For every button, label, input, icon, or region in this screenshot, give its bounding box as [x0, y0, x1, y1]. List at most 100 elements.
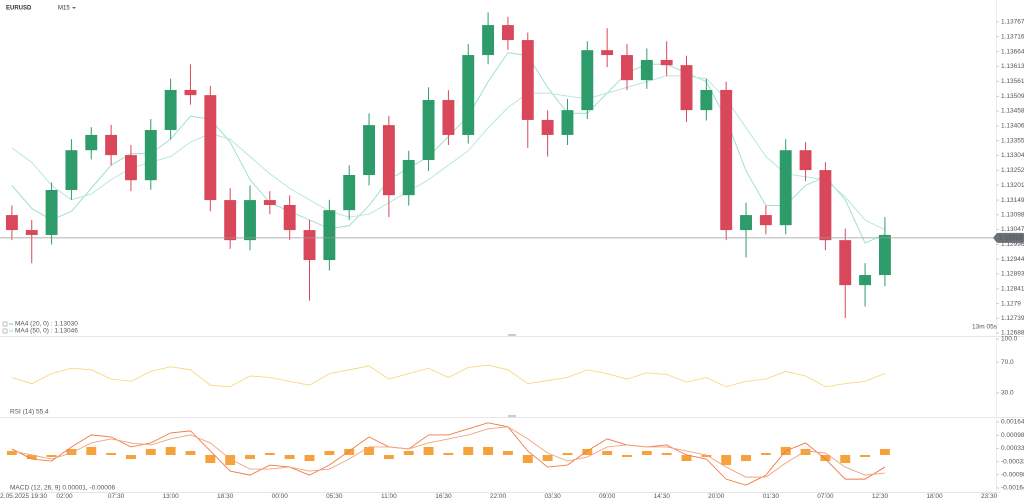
panel-resize-handle[interactable]	[508, 415, 516, 417]
y-tick-label: 1.12893	[1001, 271, 1024, 278]
candle-body	[819, 170, 832, 241]
macd-histogram-bar	[185, 450, 196, 455]
moving-average-line	[11, 75, 886, 231]
macd-histogram-bar	[860, 454, 871, 458]
y-tick-label: 1.13458	[1001, 108, 1024, 115]
y-tick-label: 70.0	[1001, 359, 1014, 366]
macd-histogram-bar	[86, 446, 97, 455]
legend-icon[interactable]	[2, 321, 8, 327]
candle-body	[482, 25, 495, 56]
macd-histogram-bar	[741, 454, 751, 462]
macd-histogram-bar	[26, 454, 37, 460]
candle-body	[541, 119, 554, 135]
macd-histogram-bar	[423, 446, 434, 455]
candle-body	[501, 25, 514, 41]
indicator-legend[interactable]: RSI (14) 55.4	[10, 409, 49, 416]
candle-body	[462, 55, 475, 135]
y-tick-label: 1.13767	[1001, 19, 1024, 26]
current-price-box	[997, 232, 1024, 243]
macd-histogram-bar	[264, 452, 275, 455]
y-tick-label: 1.1279	[1001, 300, 1021, 307]
candle-body	[323, 210, 336, 261]
candle-body	[402, 160, 415, 196]
symbol[interactable]: EURUSD	[6, 6, 32, 12]
candle-body	[45, 189, 58, 235]
candle-body	[244, 200, 256, 241]
x-tick-label: 11:00	[381, 493, 397, 500]
y-tick-label: 1.12996	[1001, 241, 1024, 248]
y-tick-label: 1.13149	[1001, 197, 1024, 204]
y-tick-label: 0.00164	[1001, 419, 1024, 426]
current-price-label: 1.13018	[999, 235, 1023, 242]
macd-histogram-bar	[562, 452, 573, 455]
timeframe[interactable]: M15	[58, 6, 70, 12]
macd-line	[11, 426, 885, 478]
x-tick-label: 02.05.2025 19:30	[0, 493, 48, 500]
macd-histogram-bar	[542, 454, 553, 462]
macd-histogram-bar	[602, 450, 613, 455]
y-tick-label: 1.13201	[1001, 182, 1024, 189]
y-tick-label: 1.13561	[1001, 78, 1024, 85]
legend-entry[interactable]: MA4 (50, 0) : 1.13046	[15, 328, 78, 335]
y-tick-label: 1.13252	[1001, 167, 1024, 174]
indicator-legend[interactable]: MACD (12, 26, 9) 0.00001, -0.00006	[10, 485, 116, 492]
x-tick-label: 07:30	[108, 493, 125, 500]
candle-body	[740, 215, 752, 231]
x-tick-label: 18:30	[217, 493, 234, 500]
macd-histogram-bar	[681, 454, 692, 462]
macd-histogram-bar	[641, 450, 652, 455]
macd-histogram-bar	[760, 452, 771, 455]
panel-resize-handle[interactable]	[508, 334, 516, 336]
rsi-line	[11, 364, 886, 388]
x-tick-label: 01:30	[763, 493, 780, 500]
candle-body	[581, 50, 594, 111]
y-tick-label: 100.0	[1001, 336, 1018, 343]
y-tick-label: 1.13613	[1001, 63, 1024, 70]
candle-body	[382, 125, 395, 196]
macd-histogram-bar	[324, 450, 335, 455]
x-tick-label: 02:00	[56, 493, 73, 500]
macd-histogram-bar	[483, 446, 494, 455]
macd-histogram-bar	[106, 452, 117, 455]
legend-icon[interactable]	[2, 328, 8, 334]
macd-histogram-bar	[125, 454, 136, 460]
macd-histogram-bar	[145, 448, 156, 455]
candle-body	[859, 275, 872, 286]
macd-histogram-bar	[46, 454, 57, 458]
candle-body	[125, 155, 137, 181]
macd-histogram-bar	[820, 454, 831, 462]
y-tick-label: 0.00098	[1001, 432, 1024, 439]
x-tick-label: 00:00	[272, 493, 289, 500]
x-tick-label: 18:00	[926, 493, 943, 500]
y-tick-label: 1.13047	[1001, 226, 1024, 233]
candle-body	[878, 234, 891, 276]
y-tick-label: 1.12841	[1001, 286, 1024, 293]
macd-histogram-bar	[800, 448, 811, 455]
x-tick-label: 07:00	[817, 493, 834, 500]
x-tick-label: 03:30	[544, 493, 561, 500]
candle-body	[343, 174, 356, 211]
y-tick-label: 1.13406	[1001, 123, 1024, 130]
timeframe-caret	[72, 7, 76, 9]
macd-histogram-bar	[344, 448, 355, 455]
candle-body	[640, 59, 653, 81]
candle-countdown: 13m 05s	[972, 324, 998, 331]
legend-entry[interactable]: MA4 (20, 0) : 1.13030	[15, 321, 78, 328]
candle-body	[621, 55, 633, 81]
macd-histogram-bar	[245, 454, 255, 460]
y-tick-label: 30.0	[1001, 390, 1014, 397]
candle-body	[779, 150, 792, 226]
y-tick-label: -0.00098	[1001, 471, 1024, 478]
x-tick-label: 22:00	[490, 493, 507, 500]
candle-body	[105, 134, 118, 156]
macd-histogram-bar	[502, 450, 513, 455]
macd-histogram-bar	[721, 454, 732, 466]
y-tick-label: -0.00033	[1001, 458, 1024, 465]
candle-body	[660, 59, 673, 66]
y-tick-label: 1.13098	[1001, 211, 1024, 218]
candle-body	[85, 134, 98, 151]
candle-body	[442, 100, 455, 135]
macd-histogram-bar	[522, 454, 533, 464]
macd-histogram-bar	[364, 446, 375, 455]
